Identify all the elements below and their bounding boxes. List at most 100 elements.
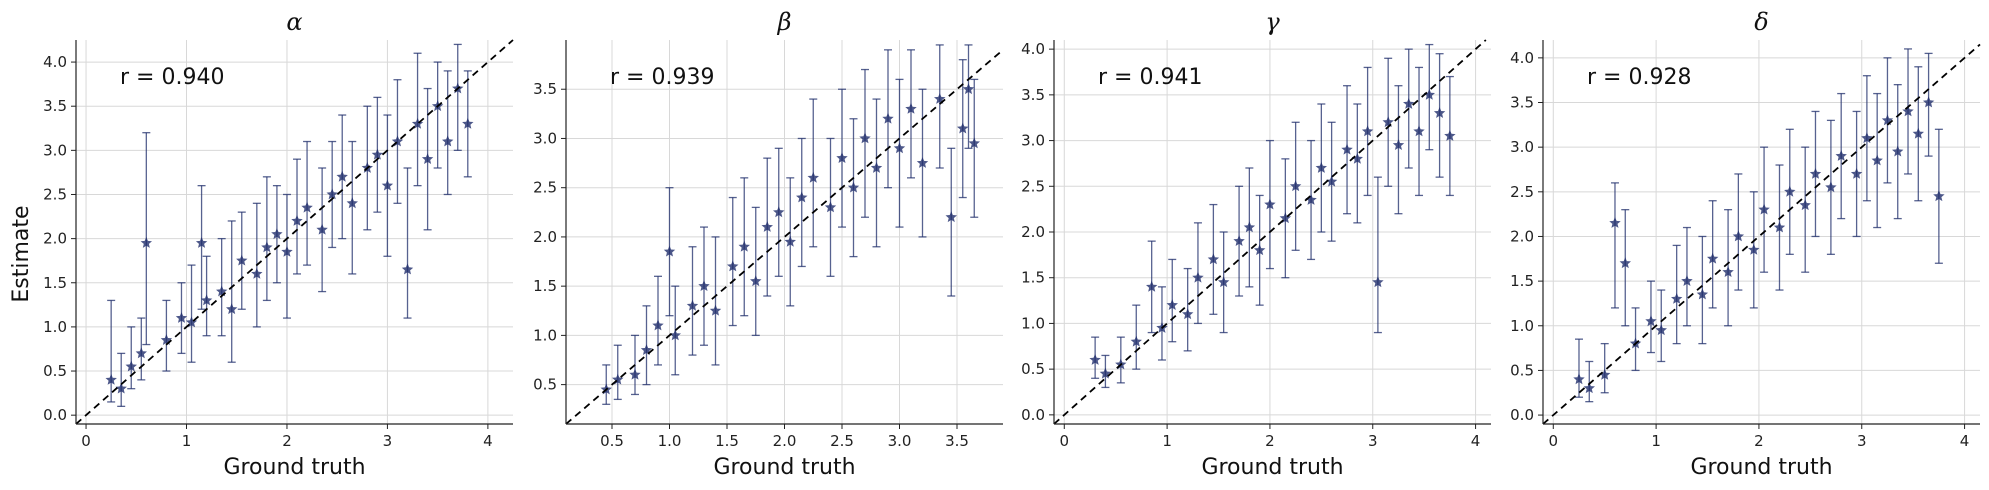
correlation-label: r = 0.940 — [120, 65, 224, 90]
data-point-star — [1583, 382, 1595, 394]
data-point-star — [140, 237, 152, 248]
data-point-star — [1599, 368, 1611, 380]
data-point-star — [125, 360, 137, 372]
y-tick-label: 3.5 — [533, 80, 557, 98]
data-point-star — [462, 117, 474, 129]
data-point-star — [1444, 130, 1456, 141]
y-tick-label: 3.0 — [1510, 138, 1534, 156]
data-point-star — [784, 235, 796, 247]
y-tick-label: 2.0 — [533, 228, 557, 246]
y-tick-label: 3.5 — [1510, 94, 1534, 112]
data-point-star — [175, 312, 188, 323]
data-point-star — [1341, 143, 1353, 155]
data-point-star — [216, 285, 228, 297]
x-tick-label: 1.5 — [715, 432, 739, 450]
y-tick-label: 2.0 — [1021, 223, 1045, 241]
x-tick-label: 0 — [81, 432, 91, 450]
data-point-star — [261, 241, 273, 253]
data-point-star — [1253, 244, 1266, 256]
y-tick-label: 4.0 — [43, 53, 67, 71]
data-point-star — [962, 83, 975, 95]
x-tick-label: 4 — [1960, 432, 1970, 450]
x-tick-label: 1 — [1162, 432, 1172, 450]
data-point-star — [968, 137, 980, 149]
data-point-star — [1279, 212, 1292, 224]
data-point-star — [1433, 107, 1446, 118]
y-tick-label: 1.5 — [1510, 272, 1534, 290]
data-point-star — [836, 152, 848, 163]
x-tick-label: 1 — [1651, 432, 1661, 450]
data-point-star — [870, 162, 883, 173]
data-point-star — [1392, 139, 1405, 150]
x-tick-label: 2.0 — [773, 432, 797, 450]
data-point-star — [251, 267, 263, 279]
data-point-star — [1130, 335, 1142, 347]
y-tick-label: 3.0 — [43, 141, 67, 159]
data-point-star — [281, 245, 293, 257]
y-tick-label: 3.0 — [1021, 132, 1045, 150]
data-point-star — [326, 188, 338, 200]
data-point-star — [893, 142, 906, 154]
data-point-star — [1382, 116, 1394, 128]
x-axis-label: Ground truth — [713, 455, 855, 480]
data-point-star — [1305, 194, 1317, 205]
data-point-star — [411, 117, 424, 129]
data-point-star — [291, 215, 303, 226]
identity-line — [1053, 39, 1487, 425]
data-point-star — [1645, 315, 1657, 327]
data-point-star — [1089, 354, 1101, 365]
data-point-star — [824, 201, 837, 213]
data-point-star — [1264, 198, 1276, 210]
x-axis-label: Ground truth — [223, 455, 365, 480]
data-point-star — [1773, 221, 1786, 233]
data-points — [600, 44, 980, 405]
data-point-star — [1423, 88, 1435, 100]
data-point-star — [346, 197, 358, 209]
x-axis-label: Ground truth — [1201, 455, 1343, 480]
data-point-star — [195, 237, 208, 248]
y-tick-label: 2.5 — [1510, 183, 1534, 201]
data-point-star — [698, 280, 710, 291]
data-point-star — [271, 228, 283, 240]
data-point-star — [934, 93, 946, 104]
x-tick-label: 3.5 — [945, 432, 969, 450]
y-tick-label: 0.5 — [533, 376, 557, 394]
data-point-star — [371, 148, 384, 160]
identity-line — [75, 39, 514, 425]
y-tick-label: 3.5 — [1021, 86, 1045, 104]
data-point-star — [236, 254, 248, 266]
data-point-star — [1722, 266, 1734, 277]
panel-title: α — [286, 8, 302, 36]
data-point-star — [1902, 105, 1914, 117]
y-tick-label: 2.5 — [1021, 177, 1045, 195]
data-point-star — [847, 181, 860, 193]
data-point-star — [807, 171, 819, 183]
data-point-star — [663, 245, 676, 257]
data-point-star — [957, 122, 969, 134]
data-point-star — [1681, 275, 1693, 286]
x-axis-label: Ground truth — [1690, 455, 1832, 480]
data-point-star — [1871, 154, 1883, 166]
data-point-star — [945, 211, 957, 223]
panel-title: δ — [1754, 8, 1768, 36]
x-tick-label: 2 — [1754, 432, 1764, 450]
x-tick-label: 1 — [182, 432, 192, 450]
y-tick-label: 0.5 — [1510, 361, 1534, 379]
y-tick-label: 0.5 — [43, 362, 67, 380]
panel-2: 0.5 1.0 1.5 2.0 2.5 3.0 3.5 0.5 1.0 1.5 2.0 2.5 3.0 3… — [533, 8, 1004, 480]
data-point-star — [421, 153, 434, 164]
data-point-star — [905, 102, 917, 114]
data-point-star — [1289, 180, 1302, 192]
data-point-star — [442, 135, 454, 147]
data-point-star — [629, 368, 641, 380]
data-point-star — [1325, 175, 1338, 187]
data-points — [105, 43, 474, 407]
data-point-star — [1799, 199, 1811, 211]
data-point-star — [1922, 96, 1935, 108]
data-point-star — [135, 347, 147, 359]
x-tick-label: 2.5 — [830, 432, 854, 450]
data-point-star — [738, 240, 750, 252]
data-point-star — [859, 132, 871, 144]
y-tick-label: 1.0 — [1510, 317, 1534, 335]
